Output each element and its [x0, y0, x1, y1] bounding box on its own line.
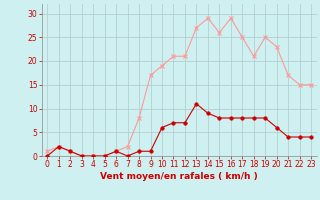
X-axis label: Vent moyen/en rafales ( km/h ): Vent moyen/en rafales ( km/h )	[100, 172, 258, 181]
